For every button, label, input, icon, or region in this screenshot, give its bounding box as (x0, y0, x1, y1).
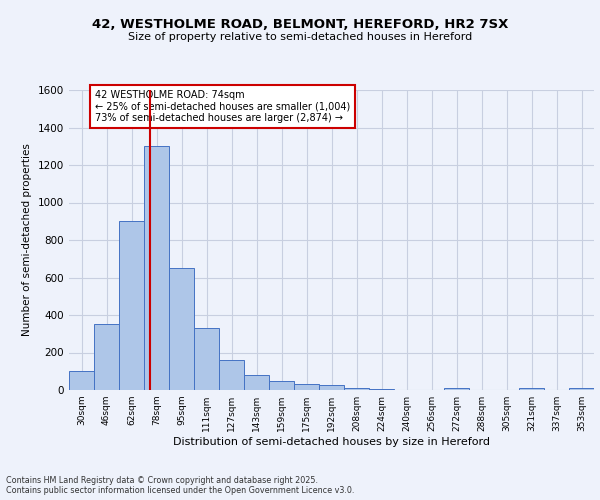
Bar (144, 146, 169, 390)
Bar (294, 384, 319, 390)
Bar (369, 389, 394, 390)
Text: 42 WESTHOLME ROAD: 74sqm
← 25% of semi-detached houses are smaller (1,004)
73% o: 42 WESTHOLME ROAD: 74sqm ← 25% of semi-d… (95, 90, 350, 123)
Bar (344, 388, 369, 390)
Bar (519, 388, 544, 390)
Bar (194, 328, 219, 390)
X-axis label: Distribution of semi-detached houses by size in Hereford: Distribution of semi-detached houses by … (173, 437, 490, 447)
Bar (69, 371, 94, 390)
Text: 42, WESTHOLME ROAD, BELMONT, HEREFORD, HR2 7SX: 42, WESTHOLME ROAD, BELMONT, HEREFORD, H… (92, 18, 508, 30)
Bar (319, 386, 344, 390)
Bar (119, 221, 144, 390)
Text: Size of property relative to semi-detached houses in Hereford: Size of property relative to semi-detach… (128, 32, 472, 42)
Bar (244, 375, 269, 390)
Bar (94, 324, 119, 390)
Bar (269, 380, 294, 390)
Y-axis label: Number of semi-detached properties: Number of semi-detached properties (22, 144, 32, 336)
Bar (169, 268, 194, 390)
Text: Contains HM Land Registry data © Crown copyright and database right 2025.
Contai: Contains HM Land Registry data © Crown c… (6, 476, 355, 495)
Bar (219, 360, 244, 390)
Bar (569, 388, 594, 390)
Bar (444, 388, 469, 390)
